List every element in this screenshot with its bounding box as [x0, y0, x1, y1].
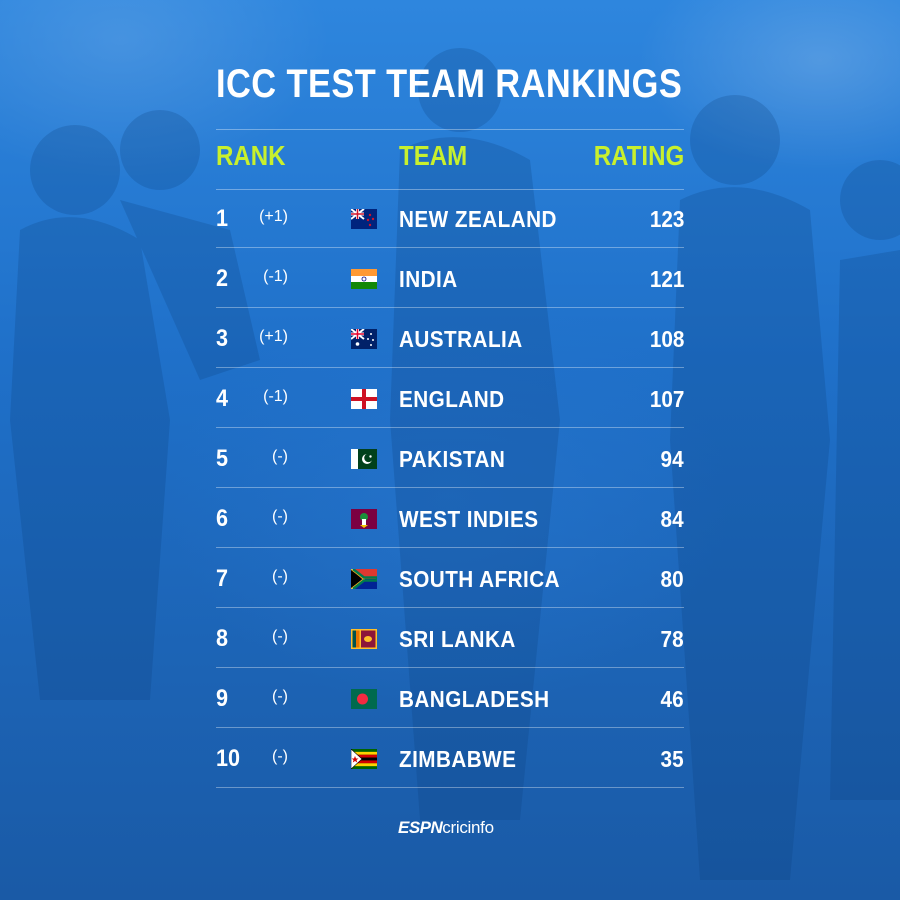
england-flag-icon — [351, 389, 377, 409]
team-name: ENGLAND — [399, 386, 505, 412]
team-name: SRI LANKA — [399, 626, 516, 652]
divider — [216, 667, 684, 668]
team-header: TEAM — [399, 140, 468, 171]
team-name: WEST INDIES — [399, 506, 539, 532]
australia-flag-icon — [351, 329, 377, 349]
divider — [216, 247, 684, 248]
team-name: ZIMBABWE — [399, 746, 517, 772]
espncricinfo-logo: ESPNcricinfo — [398, 818, 494, 838]
divider — [216, 307, 684, 308]
divider — [216, 189, 684, 190]
rating-header: RATING — [593, 140, 684, 171]
rank-change: (-1) — [263, 268, 288, 285]
rank-number: 6 — [216, 505, 229, 532]
divider — [216, 787, 684, 788]
rank-change: (-) — [272, 448, 288, 465]
rank-number: 9 — [216, 685, 229, 712]
team-name: INDIA — [399, 266, 458, 292]
rating-value: 35 — [660, 746, 684, 772]
team-name: NEW ZEALAND — [399, 206, 557, 232]
table-row: 4 (-1) ENGLAND 107 — [216, 369, 684, 429]
rank-change: (-) — [272, 508, 288, 525]
divider — [216, 129, 684, 130]
table-row: 8 (-) SRI LANKA 78 — [216, 609, 684, 669]
rating-value: 108 — [649, 326, 684, 352]
rating-value: 78 — [660, 626, 684, 652]
rating-value: 46 — [660, 686, 684, 712]
rating-value: 84 — [660, 506, 684, 532]
divider — [216, 727, 684, 728]
bangladesh-flag-icon — [351, 689, 377, 709]
rank-number: 2 — [216, 265, 229, 292]
south-africa-flag-icon — [351, 569, 377, 589]
divider — [216, 487, 684, 488]
nz-flag-icon — [351, 209, 377, 229]
table-row: 1 (+1) NEW ZEALAND 123 — [216, 189, 684, 249]
rank-change: (-) — [272, 688, 288, 705]
zimbabwe-flag-icon — [351, 749, 377, 769]
team-name: BANGLADESH — [399, 686, 550, 712]
team-name: AUSTRALIA — [399, 326, 523, 352]
team-name: PAKISTAN — [399, 446, 506, 472]
table-row: 10 (-) ZIMBABWE 35 — [216, 729, 684, 789]
rank-number: 4 — [216, 385, 229, 412]
team-name: SOUTH AFRICA — [399, 566, 561, 592]
rank-number: 7 — [216, 565, 229, 592]
rank-number: 1 — [216, 205, 229, 232]
sri-lanka-flag-icon — [351, 629, 377, 649]
table-row: 7 (-) SOUTH AFRICA 80 — [216, 549, 684, 609]
rank-number: 3 — [216, 325, 229, 352]
rating-value: 123 — [649, 206, 684, 232]
rank-number: 10 — [216, 745, 241, 772]
table-row: 9 (-) BANGLADESH 46 — [216, 669, 684, 729]
rank-change: (-) — [272, 568, 288, 585]
rank-number: 5 — [216, 445, 229, 472]
rank-change: (+1) — [259, 208, 288, 225]
pakistan-flag-icon — [351, 449, 377, 469]
rank-change: (+1) — [259, 328, 288, 345]
west-indies-flag-icon — [351, 509, 377, 529]
table-row: 3 (+1) AUSTRALIA 108 — [216, 309, 684, 369]
divider — [216, 427, 684, 428]
rank-header: RANK — [216, 140, 286, 171]
india-flag-icon — [351, 269, 377, 289]
page-title: ICC TEST TEAM RANKINGS — [216, 62, 683, 106]
rating-value: 121 — [649, 266, 684, 292]
rank-number: 8 — [216, 625, 229, 652]
table-row: 6 (-) WEST INDIES 84 — [216, 489, 684, 549]
rating-value: 80 — [660, 566, 684, 592]
brand-espn: ESPN — [398, 818, 443, 837]
brand-cricinfo: cricinfo — [442, 818, 494, 837]
table-row: 5 (-) PAKISTAN 94 — [216, 429, 684, 489]
table-row: 2 (-1) INDIA 121 — [216, 249, 684, 309]
rank-change: (-) — [272, 748, 288, 765]
divider — [216, 367, 684, 368]
rating-value: 94 — [660, 446, 684, 472]
divider — [216, 607, 684, 608]
rank-change: (-) — [272, 628, 288, 645]
rating-value: 107 — [649, 386, 684, 412]
rank-change: (-1) — [263, 388, 288, 405]
divider — [216, 547, 684, 548]
